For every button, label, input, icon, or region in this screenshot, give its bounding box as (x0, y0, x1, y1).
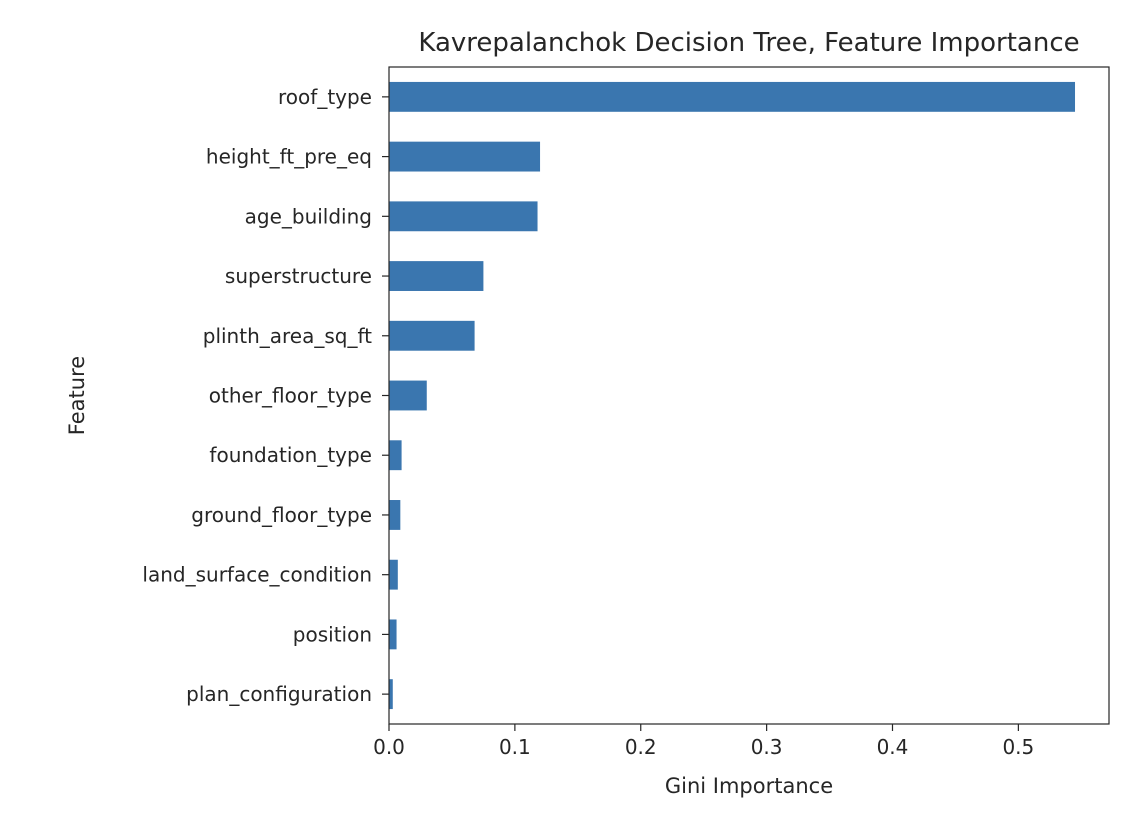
y-tick-label: other_floor_type (209, 384, 372, 408)
bar-superstructure (389, 261, 484, 291)
chart-title: Kavrepalanchok Decision Tree, Feature Im… (418, 28, 1079, 58)
y-tick-label: ground_floor_type (191, 503, 372, 527)
x-tick-label: 0.2 (625, 735, 657, 759)
x-tick-label: 0.1 (499, 735, 531, 759)
bar-land-surface-condition (389, 559, 398, 590)
y-tick-label: position (293, 622, 372, 646)
y-tick-label: foundation_type (209, 443, 372, 467)
bar-height-ft-pre-eq (389, 141, 541, 172)
x-tick-group: 0.0 0.1 0.2 0.3 0.4 0.5 (373, 724, 1034, 759)
y-tick-group: roof_type height_ft_pre_eq age_buildingsup… (142, 85, 389, 706)
bar-other-floor-type (389, 380, 427, 411)
bar-plan-configuration (389, 679, 393, 710)
bar-roof-type (389, 81, 1076, 112)
y-tick-label: age_building (245, 204, 372, 228)
bar-foundation-type (389, 440, 402, 471)
y-tick-label: superstructure (225, 264, 372, 288)
bar-ground-floor-type (389, 500, 401, 530)
y-axis-label: Feature (65, 356, 89, 435)
x-tick-label: 0.4 (877, 735, 909, 759)
y-tick-label: land_surface_condition (142, 563, 372, 587)
bars-group (389, 81, 1076, 710)
x-axis-label: Gini Importance (665, 774, 833, 798)
y-tick-label: roof_type (278, 85, 372, 109)
x-tick-label: 0.3 (751, 735, 783, 759)
x-tick-label: 0.0 (373, 735, 405, 759)
x-tick-label: 0.5 (1002, 735, 1034, 759)
bar-age-building (389, 201, 538, 232)
bar-plinth-area-sq-ft (389, 320, 475, 351)
y-tick-label: plan_configuration (186, 682, 372, 706)
y-tick-label: height_ft_pre_eq (206, 145, 372, 169)
plot-frame (388, 66, 1110, 725)
bar-position (389, 619, 397, 650)
y-tick-label: plinth_area_sq_ft (203, 324, 372, 348)
